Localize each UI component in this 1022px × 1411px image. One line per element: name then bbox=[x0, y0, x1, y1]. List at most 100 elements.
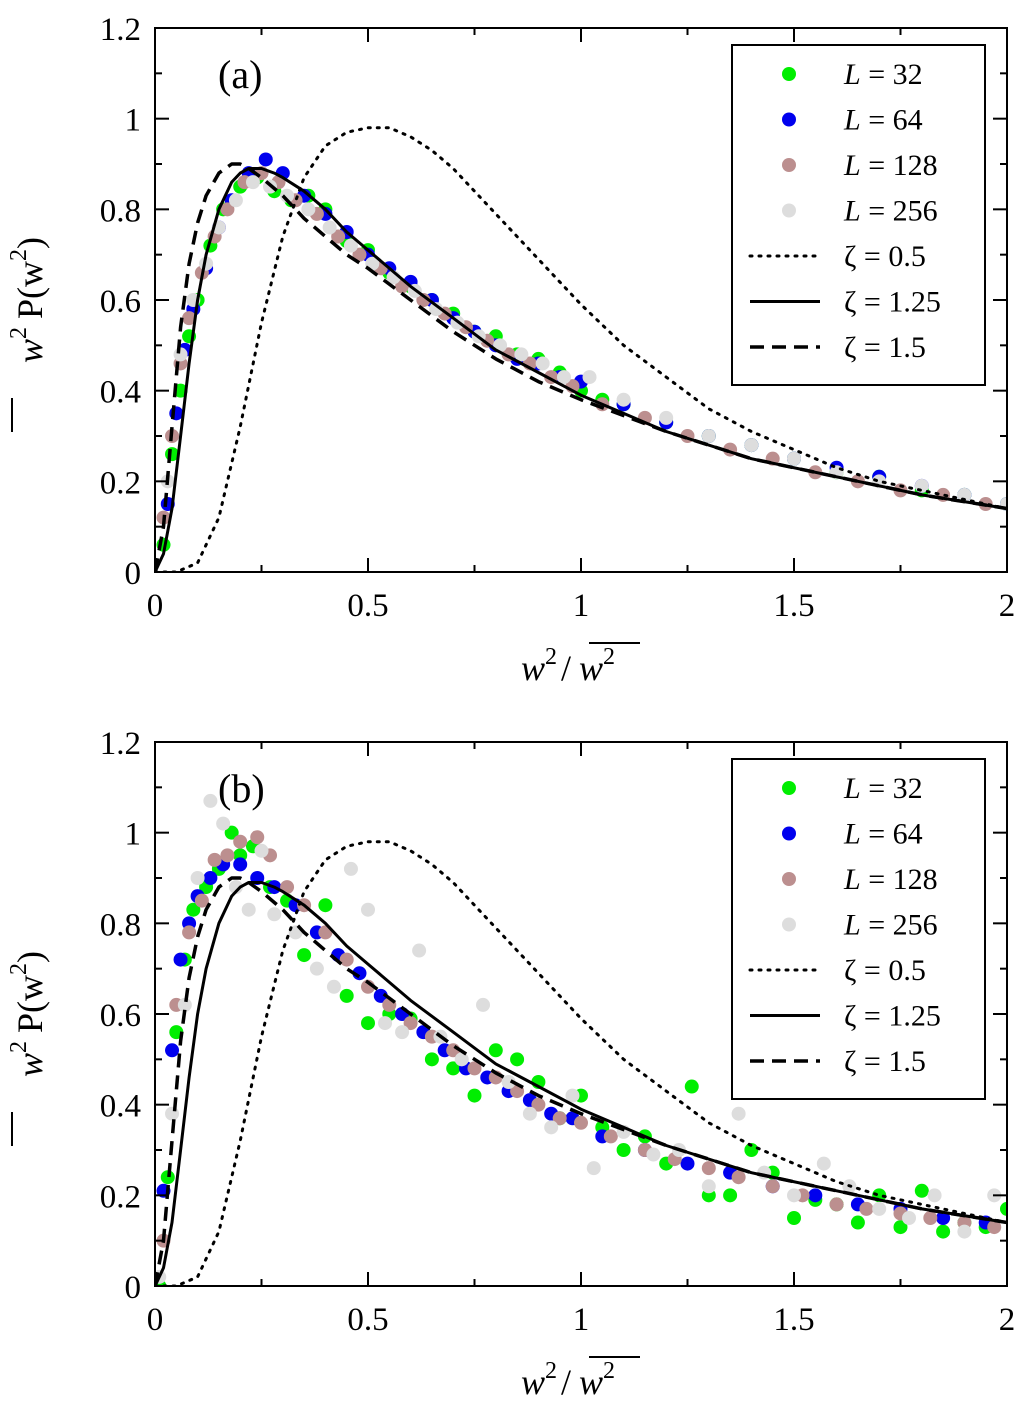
data-point bbox=[339, 952, 354, 967]
data-point bbox=[872, 1201, 887, 1216]
data-point bbox=[535, 356, 550, 371]
legend-marker bbox=[782, 203, 796, 218]
legend-label: L = 256 bbox=[843, 195, 938, 228]
data-point bbox=[331, 229, 346, 244]
legend-var: ζ bbox=[844, 1000, 856, 1033]
y-tick-label: 0.8 bbox=[100, 193, 141, 229]
data-point bbox=[182, 925, 197, 940]
data-point bbox=[339, 988, 354, 1003]
legend-var: L bbox=[843, 863, 861, 896]
data-point bbox=[684, 1079, 699, 1094]
data-point bbox=[245, 175, 260, 190]
legend-marker bbox=[782, 872, 796, 886]
data-point bbox=[160, 1170, 175, 1185]
data-point bbox=[228, 880, 243, 895]
legend-item: ζ = 0.5 bbox=[748, 240, 926, 273]
y-tick-label: 1 bbox=[125, 103, 142, 139]
x-tick-label: 1 bbox=[573, 1302, 590, 1338]
y-tick-label: 0 bbox=[125, 556, 142, 592]
data-point bbox=[923, 1211, 938, 1225]
data-point bbox=[343, 238, 358, 253]
legend-var: ζ bbox=[844, 286, 856, 319]
legend-var: ζ bbox=[844, 954, 856, 987]
legend-item: L = 64 bbox=[782, 104, 923, 137]
data-point bbox=[616, 1143, 631, 1157]
data-point bbox=[318, 898, 333, 913]
data-point bbox=[829, 1197, 844, 1212]
legend-box bbox=[731, 44, 986, 386]
data-point bbox=[361, 902, 375, 917]
legend-label: L = 64 bbox=[843, 104, 923, 137]
legend-var: L bbox=[843, 58, 861, 91]
y-label-func-exp: 2 bbox=[6, 963, 32, 975]
legend-var: L bbox=[843, 909, 861, 942]
data-point bbox=[182, 311, 197, 326]
curve-solid bbox=[155, 881, 1007, 1286]
x-tick-label: 2 bbox=[999, 588, 1016, 624]
x-tick-label: 1.5 bbox=[773, 1302, 814, 1338]
data-point bbox=[416, 293, 431, 307]
x-label-den-exp: 2 bbox=[603, 644, 615, 670]
legend-var: L bbox=[843, 195, 861, 228]
data-point bbox=[280, 188, 295, 203]
data-point bbox=[203, 871, 218, 885]
legend-marker bbox=[782, 781, 796, 795]
data-point bbox=[659, 410, 674, 425]
legend-eq: = 0.5 bbox=[856, 954, 925, 987]
data-point bbox=[322, 220, 337, 235]
y-tick-label: 1 bbox=[125, 817, 142, 853]
data-point bbox=[395, 1025, 410, 1040]
x-label-sep: / bbox=[561, 1362, 571, 1402]
x-axis-label: w2/w2 bbox=[521, 1358, 615, 1402]
data-point bbox=[297, 948, 312, 963]
data-point bbox=[361, 1016, 375, 1031]
curve-dashed bbox=[155, 876, 1007, 1286]
legend-item: L = 256 bbox=[782, 909, 938, 942]
legend-item: L = 256 bbox=[782, 195, 938, 228]
panel-b: 0 0.5 1 1.5 200.20.40.60.811.2(b)w2/w2w2P(w2… bbox=[6, 726, 1015, 1402]
data-point bbox=[531, 1097, 546, 1112]
data-point bbox=[373, 988, 388, 1003]
legend-eq: = 64 bbox=[861, 818, 923, 851]
data-point bbox=[701, 1179, 716, 1194]
data-point bbox=[565, 1088, 580, 1103]
data-point bbox=[816, 1156, 831, 1171]
x-label-sep: / bbox=[561, 648, 571, 688]
data-point bbox=[731, 1170, 746, 1185]
legend-label: ζ = 0.5 bbox=[844, 954, 926, 987]
data-point bbox=[902, 1211, 917, 1225]
x-label-num: w bbox=[521, 1362, 545, 1402]
data-point bbox=[228, 193, 243, 208]
x-tick-label: 0 bbox=[147, 588, 164, 624]
y-label-pre-exp: 2 bbox=[6, 1041, 32, 1053]
data-point bbox=[203, 793, 218, 808]
x-tick-label: 1 bbox=[573, 588, 590, 624]
data-point bbox=[207, 852, 222, 867]
data-point bbox=[603, 1129, 618, 1144]
legend-eq: = 64 bbox=[861, 104, 923, 137]
legend-var: L bbox=[843, 818, 861, 851]
curve-dotted bbox=[155, 126, 1007, 572]
legend-var: L bbox=[843, 149, 861, 182]
legend-item: L = 128 bbox=[782, 149, 938, 182]
y-tick-label: 0.8 bbox=[100, 907, 141, 943]
data-point bbox=[556, 370, 571, 385]
data-point bbox=[446, 1061, 461, 1076]
data-point bbox=[186, 902, 201, 917]
data-point bbox=[957, 487, 972, 502]
data-point bbox=[586, 1161, 601, 1176]
data-point bbox=[301, 202, 316, 217]
legend-var: ζ bbox=[844, 1045, 856, 1078]
data-point bbox=[522, 1106, 537, 1121]
y-axis-label: w2P(w2) bbox=[6, 237, 50, 432]
data-point bbox=[701, 1161, 716, 1176]
data-point bbox=[220, 202, 235, 217]
x-label-exp: 2 bbox=[545, 1358, 557, 1384]
data-point bbox=[859, 1201, 874, 1216]
panel-label: (b) bbox=[218, 766, 265, 811]
curve-solid bbox=[155, 167, 1007, 572]
data-point bbox=[233, 857, 248, 872]
